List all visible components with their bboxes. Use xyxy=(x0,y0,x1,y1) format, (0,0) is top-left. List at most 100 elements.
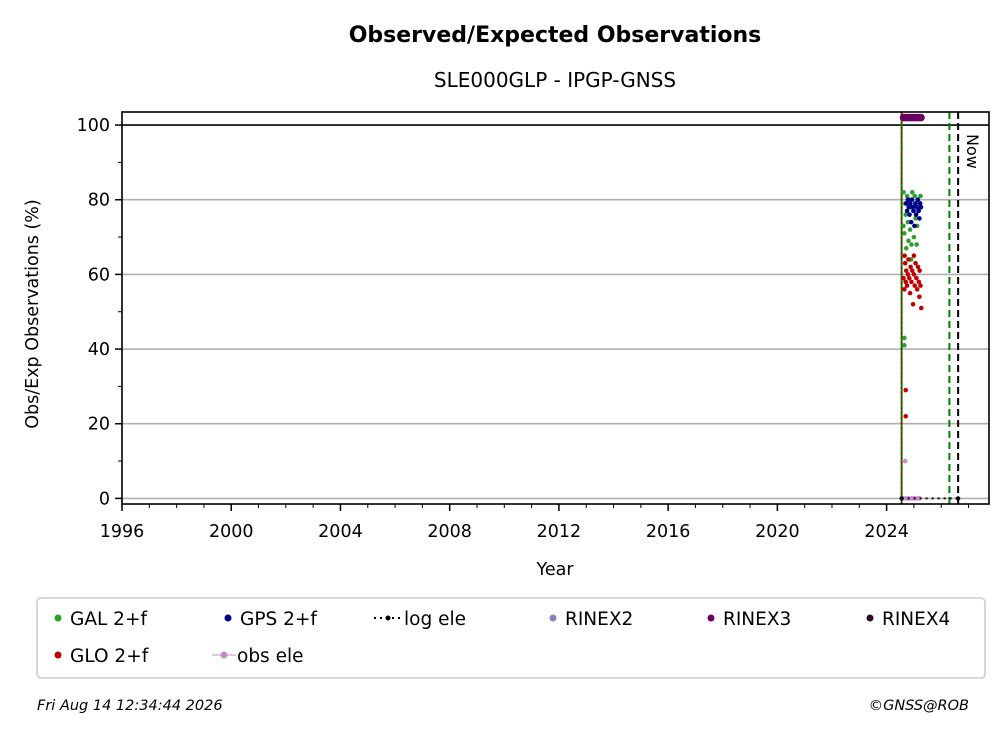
data-point xyxy=(904,283,910,288)
data-point xyxy=(903,201,909,206)
x-tick-label: 2016 xyxy=(646,522,691,542)
legend-marker xyxy=(54,651,62,659)
x-tick-label: 2000 xyxy=(209,522,254,542)
data-point xyxy=(902,335,907,341)
legend-marker xyxy=(866,614,874,622)
data-point xyxy=(918,193,923,199)
data-point xyxy=(903,413,909,419)
chart-subtitle: SLE000GLP - IPGP-GNSS xyxy=(434,68,676,92)
data-point xyxy=(916,279,922,285)
data-point xyxy=(913,212,919,217)
legend-label: log ele xyxy=(404,609,466,630)
y-tick-label: 0 xyxy=(99,489,110,509)
footer-copyright: ©GNSS@ROB xyxy=(869,698,969,714)
data-point xyxy=(906,275,912,281)
x-tick-label: 2008 xyxy=(427,522,472,542)
data-point xyxy=(913,216,918,221)
data-point xyxy=(906,204,912,210)
data-point xyxy=(905,219,911,225)
now-label: Now xyxy=(963,134,982,169)
y-tick-label: 40 xyxy=(88,340,110,360)
x-axis-label: Year xyxy=(535,560,574,580)
data-point xyxy=(909,279,914,285)
data-point xyxy=(903,387,909,393)
x-tick-label: 2024 xyxy=(864,522,909,542)
data-point xyxy=(902,458,908,464)
x-tick-label: 2012 xyxy=(537,522,582,542)
data-point xyxy=(914,242,919,247)
legend: GAL 2+f GPS 2+f log ele RINEX2 RINEX3 RINEX4 G… xyxy=(36,597,986,679)
data-point xyxy=(901,189,906,195)
y-axis-label: Obs/Exp Observations (%) xyxy=(23,199,43,429)
data-point xyxy=(903,245,909,251)
data-point xyxy=(912,223,917,229)
legend-label: RINEX2 xyxy=(565,609,633,630)
log-ele-point xyxy=(899,496,904,501)
data-point xyxy=(907,227,913,232)
y-tick-label: 20 xyxy=(88,415,110,435)
data-point xyxy=(909,189,915,195)
data-point xyxy=(917,201,923,206)
data-point xyxy=(917,496,922,501)
legend-label: RINEX4 xyxy=(882,609,950,630)
data-point xyxy=(912,193,918,199)
plot-frame xyxy=(121,111,990,505)
legend-marker xyxy=(54,614,62,622)
data-point xyxy=(908,219,914,225)
data-point xyxy=(903,279,909,285)
data-point xyxy=(904,193,910,199)
data-point xyxy=(918,305,924,311)
legend-marker xyxy=(224,614,232,622)
data-point xyxy=(908,264,913,270)
y-tick-label: 60 xyxy=(88,265,110,285)
data-point xyxy=(918,204,924,210)
data-point xyxy=(918,283,923,288)
data-point xyxy=(912,201,918,206)
data-point xyxy=(909,197,915,203)
legend-label: obs ele xyxy=(237,646,303,667)
legend-marker xyxy=(549,614,557,622)
data-point xyxy=(911,253,917,259)
legend-label: GPS 2+f xyxy=(240,609,317,630)
data-point xyxy=(908,201,913,206)
data-point xyxy=(906,257,911,262)
y-tick-label: 80 xyxy=(88,191,110,211)
data-point xyxy=(914,204,920,210)
legend-marker xyxy=(220,651,228,659)
data-point xyxy=(909,242,914,247)
data-point xyxy=(915,264,921,270)
data-point xyxy=(905,272,911,277)
data-point xyxy=(901,223,906,229)
x-tick-label: 1996 xyxy=(100,522,145,542)
data-point xyxy=(910,301,916,307)
data-point xyxy=(917,113,925,122)
data-point xyxy=(914,275,919,281)
data-point xyxy=(902,231,907,236)
data-point xyxy=(907,212,912,217)
data-point xyxy=(913,260,918,266)
data-point xyxy=(914,287,920,292)
data-point xyxy=(901,275,906,281)
chart-title: Observed/Expected Observations xyxy=(349,23,762,48)
data-point xyxy=(915,197,921,203)
y-tick-label: 100 xyxy=(77,116,110,136)
data-point xyxy=(903,212,909,217)
data-point xyxy=(909,268,915,273)
legend-label: GLO 2+f xyxy=(70,646,149,667)
data-point xyxy=(911,272,917,277)
plot-area: Now 0 20 40 60 80 100 1996 2000 2004 2008 2012 2016 2… xyxy=(77,111,990,542)
data-point xyxy=(902,287,907,292)
data-point xyxy=(917,216,922,221)
data-point xyxy=(907,290,913,296)
data-point xyxy=(906,238,911,244)
data-point xyxy=(917,294,922,300)
x-tick-label: 2004 xyxy=(318,522,363,542)
legend-box xyxy=(36,597,986,679)
legend-label: RINEX3 xyxy=(723,609,791,630)
data-point xyxy=(916,208,921,214)
legend-marker xyxy=(707,614,715,622)
data-point xyxy=(911,234,917,240)
legend-marker xyxy=(385,615,391,621)
data-point xyxy=(912,283,918,288)
